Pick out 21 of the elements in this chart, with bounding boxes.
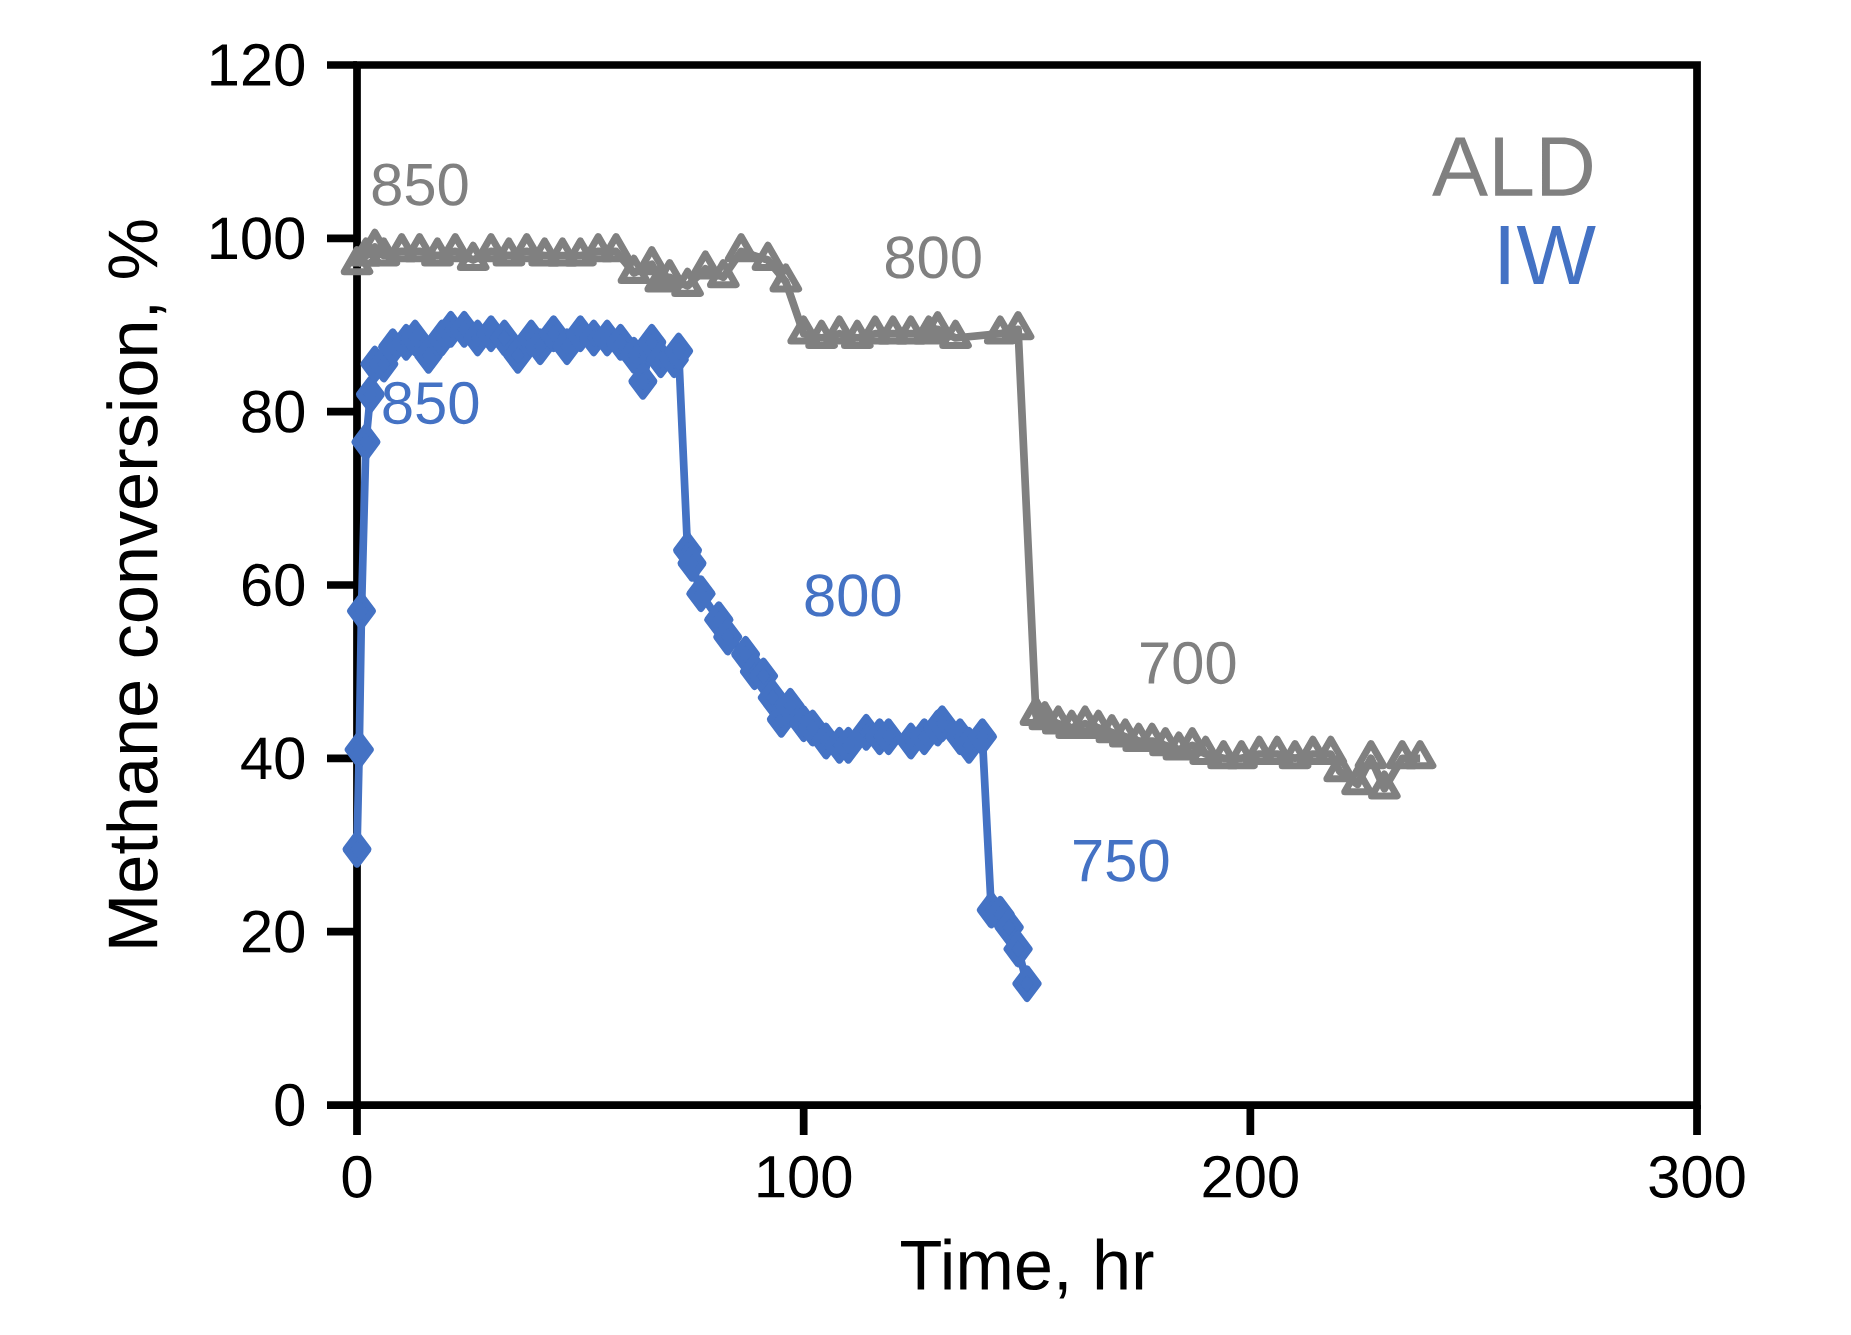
y-tick-label: 100 [211,217,305,260]
annotation: 800 [805,574,901,617]
annotation: 800 [885,236,981,279]
x-axis-title: Time, hr [901,1238,1154,1299]
y-tick-label: 80 [242,390,305,433]
annotation: 750 [1074,839,1169,882]
x-tick-label: 0 [342,1155,372,1198]
text: IW [1500,226,1596,285]
x-tick-label: 100 [758,1155,852,1198]
annotation: 850 [372,163,468,206]
y-tick-label: 40 [241,737,305,780]
x-tick-label: 200 [1203,1155,1298,1198]
x-tick-label: 300 [1649,1155,1745,1198]
y-tick-label: 0 [275,1083,305,1127]
y-tick-label: 120 [211,43,305,87]
annotation: 850 [383,381,479,425]
y-tick-label: 60 [242,563,305,607]
text: ALD [1432,137,1592,196]
y-tick-label: 20 [242,910,305,953]
y-axis-title: Methane conversion, % [106,220,167,947]
annotation: 700 [1141,641,1236,685]
